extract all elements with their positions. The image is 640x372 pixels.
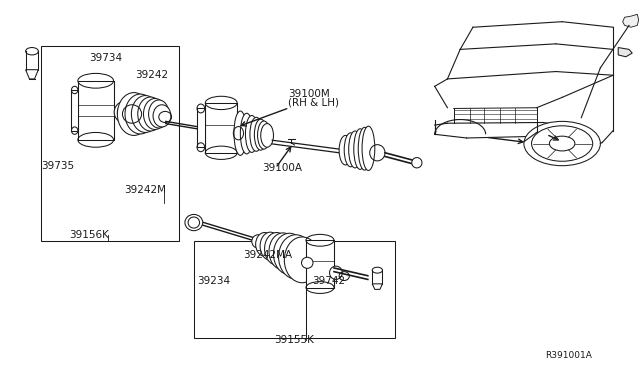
Ellipse shape: [301, 257, 313, 268]
Polygon shape: [623, 14, 639, 27]
Ellipse shape: [358, 127, 371, 170]
Text: 39742: 39742: [312, 276, 345, 286]
Ellipse shape: [138, 97, 163, 131]
Text: 39155K: 39155K: [274, 335, 314, 345]
Bar: [194, 241, 395, 338]
Text: 39100M: 39100M: [288, 89, 330, 99]
Ellipse shape: [362, 126, 375, 170]
Polygon shape: [618, 48, 632, 57]
Circle shape: [532, 126, 593, 161]
Bar: [41, 46, 179, 241]
Ellipse shape: [273, 233, 305, 275]
Ellipse shape: [148, 100, 169, 128]
Ellipse shape: [131, 96, 159, 132]
Ellipse shape: [344, 133, 357, 167]
Ellipse shape: [269, 233, 297, 270]
Ellipse shape: [354, 129, 367, 169]
Ellipse shape: [125, 94, 156, 134]
Polygon shape: [306, 240, 334, 288]
Text: 39242M: 39242M: [124, 185, 166, 195]
Polygon shape: [72, 90, 78, 131]
Ellipse shape: [252, 235, 264, 248]
Ellipse shape: [250, 117, 262, 151]
Ellipse shape: [114, 101, 137, 123]
Ellipse shape: [241, 113, 253, 154]
Text: 39735: 39735: [41, 161, 74, 171]
Text: 39100A: 39100A: [262, 163, 303, 173]
Text: 39242: 39242: [135, 70, 168, 80]
Ellipse shape: [339, 135, 352, 165]
Ellipse shape: [246, 115, 258, 153]
Ellipse shape: [257, 121, 270, 149]
Circle shape: [549, 136, 575, 151]
Ellipse shape: [278, 235, 313, 279]
Text: 39242MA: 39242MA: [244, 250, 292, 260]
Ellipse shape: [234, 111, 246, 155]
Ellipse shape: [153, 105, 171, 127]
Circle shape: [524, 121, 600, 166]
Polygon shape: [197, 109, 205, 147]
Text: (RH & LH): (RH & LH): [288, 98, 339, 108]
Text: R391001A: R391001A: [545, 351, 592, 360]
Ellipse shape: [330, 266, 342, 279]
Ellipse shape: [349, 131, 362, 168]
Polygon shape: [78, 81, 113, 140]
Ellipse shape: [254, 119, 267, 150]
Ellipse shape: [255, 232, 273, 256]
Ellipse shape: [412, 158, 422, 168]
Ellipse shape: [117, 105, 134, 120]
Text: 39156K: 39156K: [70, 230, 109, 240]
Ellipse shape: [284, 237, 320, 283]
Ellipse shape: [264, 232, 289, 265]
Ellipse shape: [143, 99, 166, 129]
Text: 39734: 39734: [89, 53, 122, 63]
Polygon shape: [205, 103, 237, 153]
Text: 39234: 39234: [197, 276, 230, 286]
Ellipse shape: [185, 214, 203, 231]
Ellipse shape: [117, 93, 150, 135]
Ellipse shape: [260, 124, 273, 147]
Ellipse shape: [260, 232, 280, 260]
